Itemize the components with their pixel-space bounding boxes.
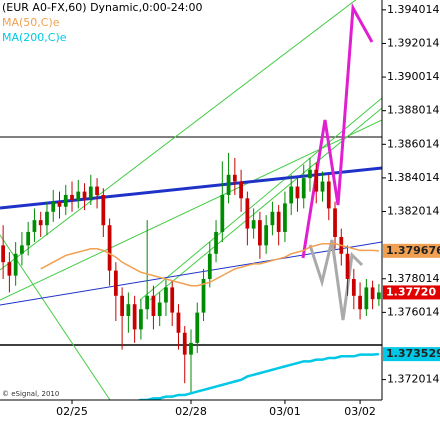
candle-body xyxy=(333,208,337,237)
candle-body xyxy=(189,342,193,355)
candle-body xyxy=(63,194,68,207)
candle-body xyxy=(170,287,175,313)
trend-line xyxy=(0,234,111,400)
candle-body xyxy=(13,253,18,276)
price-label-box xyxy=(383,243,440,258)
candle-body xyxy=(70,194,74,200)
candle-body xyxy=(145,295,150,310)
y-tick-label: 1.388014 xyxy=(387,104,440,117)
candle-body xyxy=(220,194,225,232)
candle-body xyxy=(326,181,331,209)
credit: © eSignal, 2010 xyxy=(2,390,59,398)
y-tick-label: 1.382014 xyxy=(387,205,440,218)
candle-body xyxy=(120,295,124,316)
candle-body xyxy=(57,201,62,207)
candle-body xyxy=(264,225,269,246)
price-label: 1.373529 xyxy=(386,347,440,360)
price-label-box xyxy=(383,285,440,300)
candle-body xyxy=(101,194,106,226)
price-label: 1.37720 xyxy=(386,285,436,298)
y-tick-label: 1.390014 xyxy=(387,70,440,83)
ma-line xyxy=(40,242,379,287)
candle-body xyxy=(251,220,256,229)
price-label: 1.379676 xyxy=(386,244,440,257)
channel-line xyxy=(0,166,382,210)
candle-body xyxy=(276,211,281,232)
candle-body xyxy=(107,225,112,271)
candle-body xyxy=(245,198,250,229)
candle-body xyxy=(283,203,287,232)
candle-body xyxy=(270,211,275,226)
candle-body xyxy=(370,287,375,300)
candle-body xyxy=(295,186,300,199)
candle-body xyxy=(314,169,319,192)
x-tick-label: 02/28 xyxy=(175,405,207,418)
candle-body xyxy=(132,304,137,330)
y-tick-label: 1.386014 xyxy=(387,137,440,150)
candle-body xyxy=(164,287,168,303)
candle-body xyxy=(38,220,43,226)
y-tick-label: 1.378014 xyxy=(387,272,440,285)
trend-line xyxy=(0,0,357,271)
candle-body xyxy=(151,295,156,316)
candle-body xyxy=(95,186,99,195)
candle-body xyxy=(345,253,350,279)
x-tick-label: 02/25 xyxy=(56,405,88,418)
candle-body xyxy=(258,220,262,246)
candle-body xyxy=(301,178,306,199)
candle-body xyxy=(182,332,187,355)
candle-body xyxy=(289,186,294,204)
candle-body xyxy=(195,312,200,343)
candle-body xyxy=(20,245,24,254)
x-tick-label: 03/02 xyxy=(344,405,376,418)
legend-entry: MA(50,C)e xyxy=(2,16,60,29)
trend-line xyxy=(0,119,382,301)
candle-body xyxy=(51,201,56,212)
price-label-box xyxy=(383,347,440,362)
candle-body xyxy=(364,287,369,310)
projection-magenta xyxy=(301,2,374,259)
candle-body xyxy=(214,231,218,254)
candle-body xyxy=(239,181,243,199)
candle-body xyxy=(7,262,12,276)
candle-body xyxy=(320,181,325,192)
trend-line xyxy=(139,97,382,301)
projection-gray xyxy=(308,239,364,321)
y-tick-label: 1.394014 xyxy=(387,3,440,16)
candle-body xyxy=(207,253,212,279)
candle-body xyxy=(139,309,143,330)
candle-body xyxy=(45,211,49,226)
legend-entry: MA(200,C)e xyxy=(2,31,67,44)
ma-line xyxy=(136,352,379,400)
candle-body xyxy=(32,220,37,232)
candle-body xyxy=(226,174,231,195)
candle-body xyxy=(232,174,237,182)
x-tick-label: 03/01 xyxy=(269,405,301,418)
candle-body xyxy=(26,231,31,246)
candle-body xyxy=(82,191,87,199)
chart-title: (EUR A0-FX,60) Dynamic,0:00-24:00 xyxy=(2,1,202,14)
candle-body xyxy=(76,191,81,200)
plot-layer xyxy=(1,152,381,400)
candle-body xyxy=(113,270,118,296)
y-tick-label: 1.372014 xyxy=(387,373,440,386)
candle-body xyxy=(376,292,381,300)
candle-body xyxy=(126,304,131,316)
candle-body xyxy=(1,245,6,263)
y-tick-label: 1.376014 xyxy=(387,305,440,318)
candle-body xyxy=(88,186,93,199)
channel-line xyxy=(0,241,382,306)
candle-body xyxy=(351,278,356,296)
y-tick-label: 1.392014 xyxy=(387,36,440,49)
candle-body xyxy=(157,302,162,316)
candle-body xyxy=(358,295,362,310)
candle-body xyxy=(308,169,312,179)
y-tick-label: 1.384014 xyxy=(387,171,440,184)
candle-body xyxy=(201,278,206,313)
candle-body xyxy=(176,312,181,333)
